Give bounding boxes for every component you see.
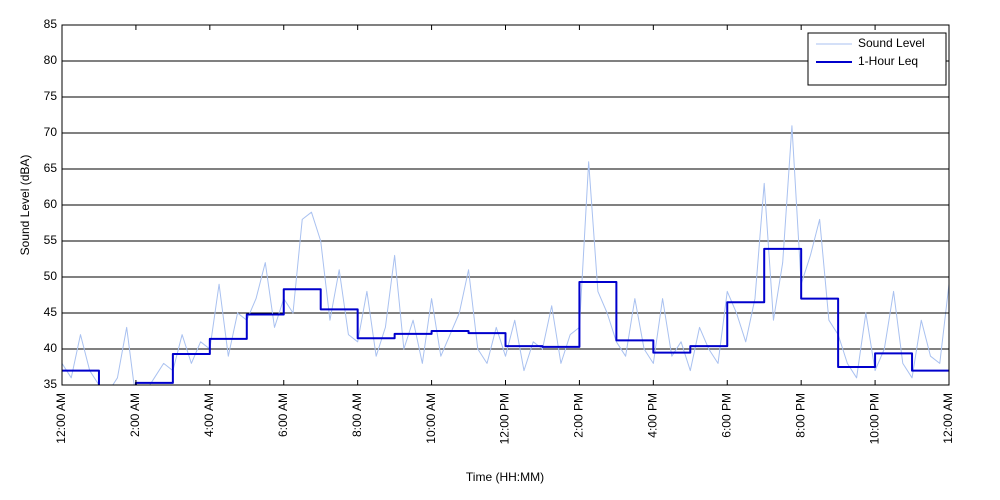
x-tick-label: 6:00 AM — [276, 393, 290, 437]
y-tick-label: 70 — [44, 125, 58, 139]
y-tick-label: 55 — [44, 233, 58, 247]
y-tick-label: 75 — [44, 89, 58, 103]
x-tick-label: 2:00 PM — [572, 393, 586, 438]
y-tick-label: 85 — [44, 17, 58, 31]
y-tick-label: 50 — [44, 269, 58, 283]
x-tick-label: 12:00 PM — [498, 393, 512, 444]
x-axis-label: Time (HH:MM) — [466, 470, 544, 484]
y-axis-label: Sound Level (dBA) — [18, 155, 32, 256]
x-tick-label: 10:00 PM — [867, 393, 881, 444]
legend-box — [807, 32, 947, 86]
x-tick-label: 8:00 AM — [350, 393, 364, 437]
y-tick-label: 60 — [44, 197, 58, 211]
y-tick-label: 35 — [44, 377, 58, 391]
x-tick-label: 12:00 AM — [941, 393, 955, 444]
legend-label: Sound Level — [858, 36, 925, 50]
plot-lines — [62, 125, 949, 385]
x-tick-label: 4:00 PM — [646, 393, 660, 438]
x-tick-label: 6:00 PM — [719, 393, 733, 438]
x-tick-label: 12:00 AM — [54, 393, 68, 444]
x-tick-label: 4:00 AM — [202, 393, 216, 437]
y-tick-label: 65 — [44, 161, 58, 175]
ticks: 35 40 45 50 55 60 65 70 75 80 85 12:00 AM 2:00 AM 4:0… — [44, 17, 956, 444]
legend-label: 1-Hour Leq — [858, 54, 918, 68]
y-tick-label: 40 — [44, 341, 58, 355]
x-tick-label: 2:00 AM — [128, 393, 142, 437]
series-line — [62, 247, 949, 385]
x-tick-label: 8:00 PM — [793, 393, 807, 438]
y-tick-label: 80 — [44, 53, 58, 67]
x-tick-label: 10:00 AM — [424, 393, 438, 444]
legend: Sound Level 1-Hour Leq — [807, 32, 947, 86]
y-tick-label: 45 — [44, 305, 58, 319]
